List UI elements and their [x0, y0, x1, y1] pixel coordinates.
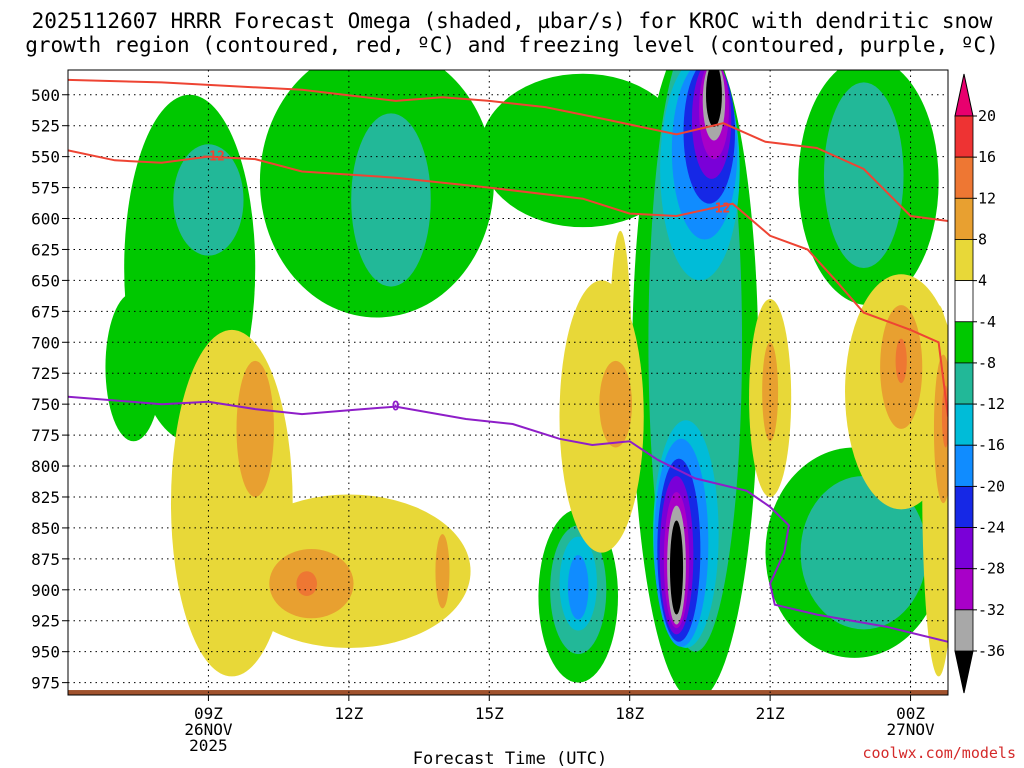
dgz-lower-contour — [68, 149, 948, 417]
colorbar-segment — [954, 115, 974, 158]
omega-region — [669, 520, 684, 615]
freezing-level-contour — [68, 395, 948, 643]
y-tick-label: 675 — [31, 302, 60, 321]
x-tick-label: 18Z — [615, 704, 644, 723]
colorbar-segment — [954, 321, 974, 364]
x-tick-date: 27NOV — [886, 720, 935, 739]
omega-region — [105, 292, 162, 442]
colorbar-segment — [954, 197, 974, 240]
y-tick-label: 525 — [31, 117, 60, 136]
colorbar-label: -16 — [978, 436, 1005, 454]
colorbar-label: 12 — [978, 189, 996, 207]
site-credit: coolwx.com/models — [862, 744, 1016, 762]
freezing-level-contour-label: 0 — [392, 400, 400, 415]
y-tick-label: 950 — [31, 643, 60, 662]
x-tick-date: 26NOV — [184, 720, 233, 739]
colorbar-label: -36 — [978, 642, 1005, 660]
omega-region — [895, 338, 907, 384]
colorbar-label: -20 — [978, 477, 1005, 495]
omega-region — [296, 571, 318, 596]
omega-region — [236, 360, 274, 497]
x-axis-label: Forecast Time (UTC) — [413, 749, 607, 768]
dgz-lower-contour-label: -12 — [201, 150, 224, 165]
x-tick-label: 09Z — [194, 704, 223, 723]
omega-region — [173, 144, 244, 256]
colorbar-segment — [954, 156, 974, 199]
omega-region — [351, 113, 431, 287]
contour-lines — [68, 78, 948, 643]
colorbar-label: 4 — [978, 272, 987, 290]
omega-region — [435, 534, 450, 609]
colorbar-label: -32 — [978, 601, 1005, 619]
y-tick-label: 500 — [31, 86, 60, 105]
colorbar-segment — [954, 239, 974, 282]
x-tick-label: 15Z — [475, 704, 504, 723]
colorbar-segment — [954, 280, 974, 323]
colorbar-top-triangle — [954, 73, 974, 117]
y-tick-label: 975 — [31, 674, 60, 693]
colorbar-segment — [954, 403, 974, 446]
omega-region — [706, 70, 722, 127]
omega-region — [599, 360, 633, 448]
y-tick-label: 575 — [31, 179, 60, 198]
colorbar-label: -12 — [978, 395, 1005, 413]
y-tick-label: 650 — [31, 271, 60, 290]
colorbar-segment — [954, 568, 974, 611]
x-tick-label: 21Z — [756, 704, 785, 723]
y-tick-label: 825 — [31, 488, 60, 507]
dgz-upper-contour-label: -12 — [707, 202, 730, 217]
grid-lines — [68, 70, 948, 695]
x-tick-label: 00Z — [896, 704, 925, 723]
colorbar-label: -8 — [978, 354, 996, 372]
y-tick-label: 900 — [31, 581, 60, 600]
y-axis: 500 525 550 575 600 625 650 675 700 725 750 775 800 8… — [31, 86, 68, 693]
y-tick-label: 850 — [31, 519, 60, 538]
colorbar-segment — [954, 527, 974, 570]
x-tick-label: 12Z — [334, 704, 363, 723]
y-tick-label: 925 — [31, 612, 60, 631]
x-tick-year: 2025 — [189, 736, 228, 755]
colorbar-segment — [954, 444, 974, 487]
chart-title-line1: 2025112607 HRRR Forecast Omega (shaded, … — [32, 9, 993, 33]
omega-region — [567, 555, 589, 620]
omega-region — [823, 82, 904, 269]
y-tick-label: 875 — [31, 550, 60, 569]
omega-region — [762, 342, 779, 442]
colorbar-label: -28 — [978, 560, 1005, 578]
colorbar-label: 8 — [978, 230, 987, 248]
colorbar-bottom-triangle — [954, 650, 974, 694]
y-tick-label: 750 — [31, 395, 60, 414]
dgz-upper-contour — [68, 78, 948, 222]
colorbar-segment — [954, 609, 974, 652]
omega-region — [800, 475, 927, 630]
colorbar-label: 20 — [978, 107, 996, 125]
contour-labels: -12 -12 0 — [201, 150, 730, 415]
colorbar: 20 16 12 8 4 -4 -8 -12 -16 -20 -24 -28 -32 -36 — [954, 73, 1005, 694]
y-tick-label: 625 — [31, 240, 60, 259]
omega-region — [479, 73, 686, 228]
plot-frame — [67, 69, 949, 696]
terrain-band — [68, 690, 948, 695]
y-tick-label: 550 — [31, 148, 60, 167]
colorbar-label: -4 — [978, 313, 996, 331]
chart-title-line2: growth region (contoured, red, ºC) and f… — [25, 33, 999, 57]
y-tick-label: 700 — [31, 333, 60, 352]
y-tick-label: 775 — [31, 426, 60, 445]
colorbar-segment — [954, 485, 974, 528]
y-tick-label: 600 — [31, 210, 60, 229]
y-tick-label: 800 — [31, 457, 60, 476]
colorbar-label: 16 — [978, 148, 996, 166]
colorbar-label: -24 — [978, 519, 1005, 537]
colorbar-segment — [954, 362, 974, 405]
y-tick-label: 725 — [31, 364, 60, 383]
